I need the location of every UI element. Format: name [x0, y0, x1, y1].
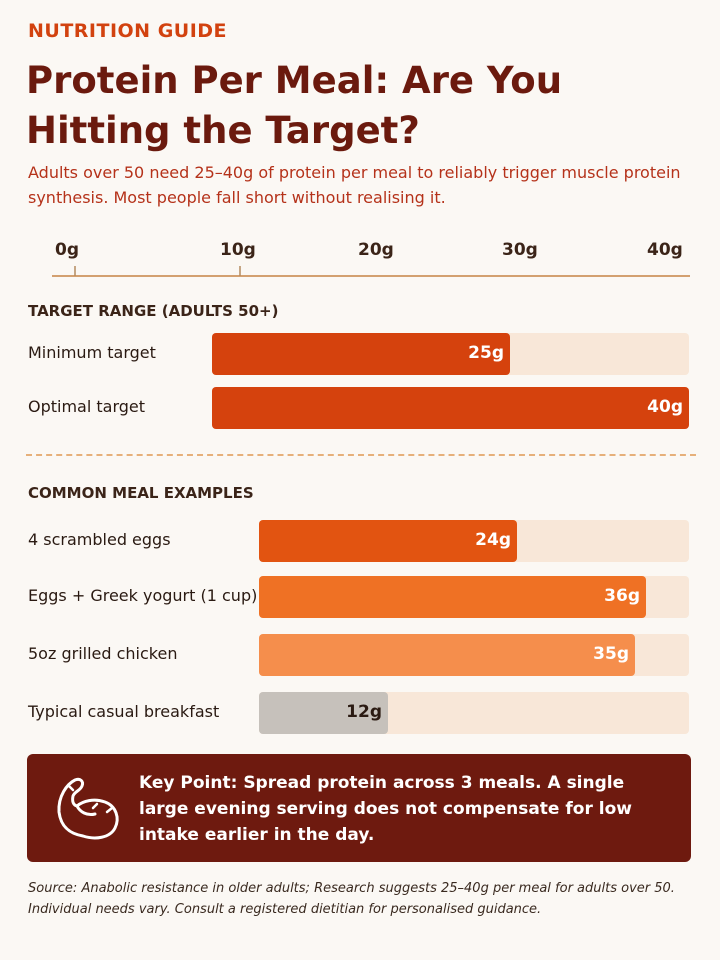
bar-label: 5oz grilled chicken — [28, 644, 178, 663]
bar — [212, 333, 510, 375]
bar-value-label: 36g — [604, 586, 640, 606]
bar-value-label: 24g — [475, 530, 511, 550]
source-note: Source: Anabolic resistance in older adu… — [28, 881, 675, 917]
bar-label: Eggs + Greek yogurt (1 cup) — [28, 586, 258, 605]
bar — [259, 692, 388, 734]
bar-value-label: 35g — [593, 644, 629, 664]
axis-tick-label: 20g — [358, 240, 394, 260]
flexed-biceps-icon — [57, 777, 119, 840]
eyebrow-label: NUTRITION GUIDE — [28, 20, 228, 42]
bar — [212, 387, 689, 429]
bar-value-label: 40g — [647, 397, 683, 417]
section-label: COMMON MEAL EXAMPLES — [28, 484, 254, 502]
page-subtitle: Adults over 50 need 25–40g of protein pe… — [28, 163, 681, 207]
bar-label: Optimal target — [28, 397, 146, 416]
section-divider — [26, 454, 696, 456]
axis-tick-label: 0g — [55, 240, 79, 260]
bar-label: 4 scrambled eggs — [28, 530, 171, 549]
bar-value-label: 12g — [346, 702, 382, 722]
bar-label: Typical casual breakfast — [28, 702, 220, 721]
key-point-text: Key Point: Spread protein across 3 meals… — [139, 773, 632, 845]
page-title: Protein Per Meal: Are You Hitting the Ta… — [26, 59, 563, 152]
section-label: TARGET RANGE (ADULTS 50+) — [28, 302, 279, 320]
bar-label: Minimum target — [28, 343, 156, 362]
bar — [259, 576, 646, 618]
axis-tick-label: 30g — [502, 240, 538, 260]
scale-axis — [52, 266, 690, 277]
bar — [259, 520, 517, 562]
bar — [259, 634, 635, 676]
axis-tick-label: 10g — [220, 240, 256, 260]
bar-value-label: 25g — [468, 343, 504, 363]
axis-tick-label: 40g — [647, 240, 683, 260]
key-point-callout: Key Point: Spread protein across 3 meals… — [27, 754, 691, 862]
